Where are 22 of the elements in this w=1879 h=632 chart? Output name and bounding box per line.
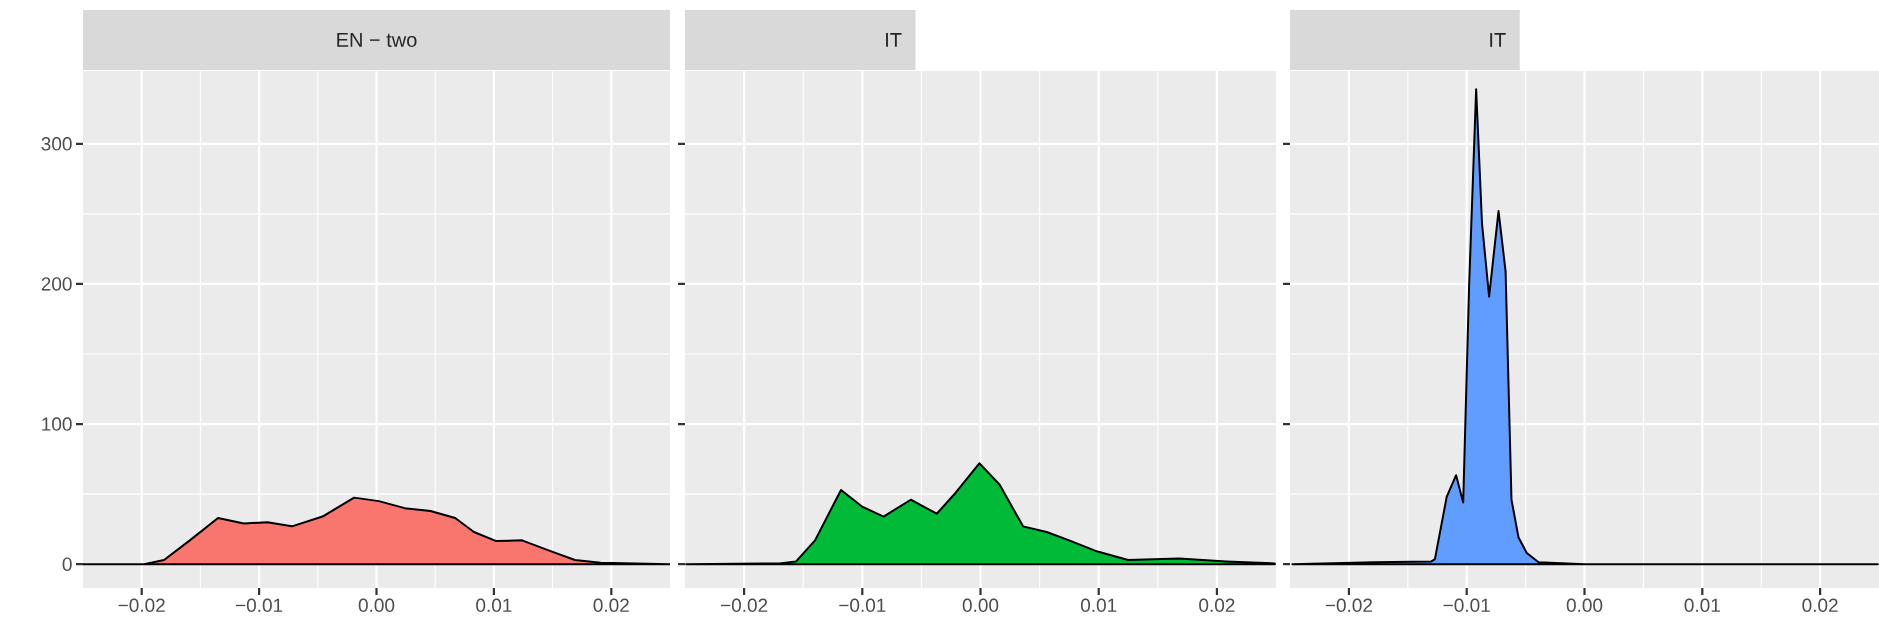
y-tick-label: 100 <box>42 417 72 431</box>
x-tick-label: 0.02 <box>1199 598 1235 612</box>
x-tick-label: −0.02 <box>1325 598 1372 612</box>
y-tick-label: 300 <box>41 137 72 151</box>
x-tick-label: −0.01 <box>1443 598 1490 612</box>
x-tick-label: 0.00 <box>1566 598 1603 612</box>
y-tick-label: 200 <box>41 277 72 291</box>
x-tick-label: −0.01 <box>236 598 283 612</box>
x-tick-label: 0.01 <box>1080 598 1117 612</box>
x-tick-label: −0.02 <box>721 598 768 612</box>
x-tick-label: 0.00 <box>358 598 395 612</box>
y-tick-label: 0 <box>62 557 72 571</box>
x-tick-label: −0.02 <box>118 598 165 612</box>
chart-title: IT <box>886 33 902 47</box>
x-tick-label: 0.01 <box>476 598 512 612</box>
x-tick-label: 0.00 <box>962 598 999 612</box>
x-tick-label: 0.02 <box>593 598 629 612</box>
x-tick-label: 0.02 <box>1802 598 1838 612</box>
x-tick-label: −0.01 <box>839 598 886 612</box>
chart-title: EN − two <box>337 33 417 47</box>
x-tick-label: 0.01 <box>1684 598 1720 612</box>
chart-title: IT <box>1490 33 1506 47</box>
